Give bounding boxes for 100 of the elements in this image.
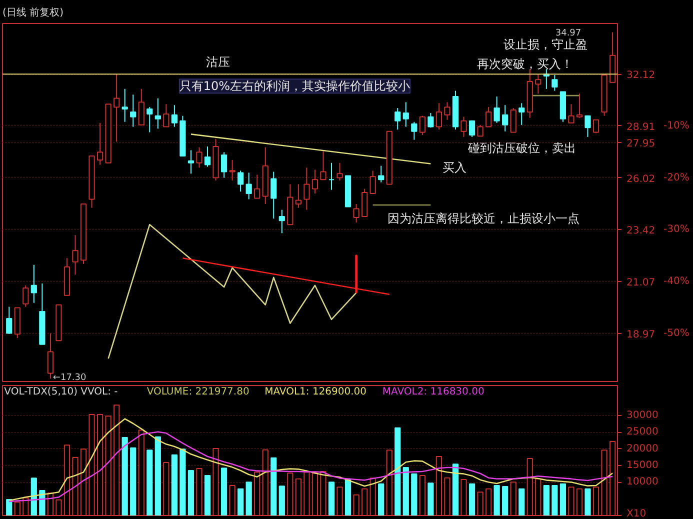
y2-tick-label: -50% (664, 328, 690, 339)
bar (188, 470, 194, 516)
candlestick (312, 169, 318, 194)
bar (428, 482, 434, 516)
bar (6, 499, 12, 516)
bar (204, 475, 211, 516)
candlestick (188, 150, 194, 174)
candlestick (72, 234, 78, 276)
candlestick (304, 167, 310, 210)
y-tick-label: 26.02 (626, 174, 656, 185)
candlestick (114, 74, 120, 142)
chart-title: VOL-TDX(5,10) VVOL: - (4, 386, 118, 398)
annotation: VOLUME: 221977.80 (146, 386, 250, 398)
annotation: 再次突破，买入！ (476, 57, 573, 72)
candlestick (171, 104, 178, 128)
candlestick (361, 188, 368, 218)
bar (402, 467, 409, 516)
candlestick (468, 120, 476, 138)
line-series (8, 431, 614, 502)
candlestick (477, 124, 484, 137)
annotation: 设止损，守止盈 (503, 38, 588, 52)
candlestick (370, 170, 376, 194)
candlestick (278, 209, 285, 234)
candlestick (328, 162, 335, 190)
annotation: ←17.30 (52, 373, 87, 384)
candlestick (502, 104, 508, 132)
bar (130, 447, 136, 516)
candlestick (138, 88, 144, 126)
bar (543, 485, 550, 516)
annotation: 碰到沽压破位，卖出 (466, 141, 576, 156)
candlestick (592, 119, 600, 134)
bar (146, 450, 153, 516)
candlestick (130, 94, 136, 128)
bar (246, 482, 252, 516)
bar (344, 479, 352, 516)
annotation: 只有10%左右的利润，其实操作价值比较小 (179, 79, 410, 94)
candlestick (320, 150, 326, 180)
bar (552, 485, 558, 516)
bar (278, 486, 285, 516)
candlestick (220, 152, 228, 178)
bar (494, 485, 500, 516)
bar (154, 436, 161, 516)
line-series (108, 224, 357, 360)
candlestick (428, 112, 434, 128)
bar (584, 488, 591, 516)
bar (171, 454, 178, 516)
candlestick (552, 74, 558, 92)
bar (502, 486, 508, 516)
ref-line-label: 沽压 (206, 55, 230, 70)
y-tick-label: 20000 (626, 443, 658, 454)
y-tick-label: 27.95 (626, 138, 656, 150)
text: MAVOL2: 116830.00 (382, 386, 484, 398)
bar (328, 482, 335, 516)
candlestick (154, 98, 161, 130)
line-series (8, 418, 614, 502)
y-tick-label: 21.07 (626, 278, 656, 289)
text: MAVOL1: 126900.00 (264, 386, 367, 398)
y-tick-label: 18.97 (626, 329, 656, 340)
candlestick (518, 102, 525, 126)
y-tick-label: X10 (626, 508, 646, 519)
bar (518, 488, 525, 516)
y2-tick-label: -40% (664, 276, 690, 288)
candlestick (163, 104, 170, 128)
candlestick (30, 264, 37, 304)
y-tick-label: 10000 (626, 476, 658, 488)
candlestick (122, 88, 128, 122)
candlestick (568, 104, 574, 124)
candlestick (246, 172, 252, 200)
y-tick-label: 30000 (626, 410, 658, 421)
annotation: 因为沽压离得比较近，止损设小一点 (388, 212, 580, 226)
y-tick-label: 15000 (626, 460, 658, 471)
candlestick (494, 96, 500, 124)
candlestick (146, 106, 153, 133)
annotation: 34.97 (555, 28, 582, 38)
chart-title: (日线 前复权) (2, 6, 64, 18)
candlestick (229, 159, 236, 181)
candlestick (238, 170, 244, 192)
bar (468, 483, 476, 516)
candlestick (336, 162, 343, 181)
candlestick (419, 115, 426, 136)
candlestick (6, 306, 12, 334)
candlestick (485, 106, 492, 128)
candlestick (47, 332, 54, 380)
bar (238, 488, 244, 516)
candlestick (22, 284, 29, 308)
candlestick (460, 116, 467, 138)
candlestick (378, 165, 384, 183)
bar (394, 427, 401, 516)
candlestick (444, 102, 450, 120)
candlestick (270, 171, 277, 220)
bar (180, 448, 186, 516)
bar (30, 478, 37, 516)
candlestick (204, 146, 211, 168)
candlestick (535, 74, 542, 94)
y-tick-label: 28.91 (626, 122, 656, 133)
bar (122, 437, 128, 516)
candlestick (394, 108, 401, 130)
bar (220, 468, 228, 516)
candlestick (295, 184, 302, 208)
candlestick (254, 174, 260, 199)
